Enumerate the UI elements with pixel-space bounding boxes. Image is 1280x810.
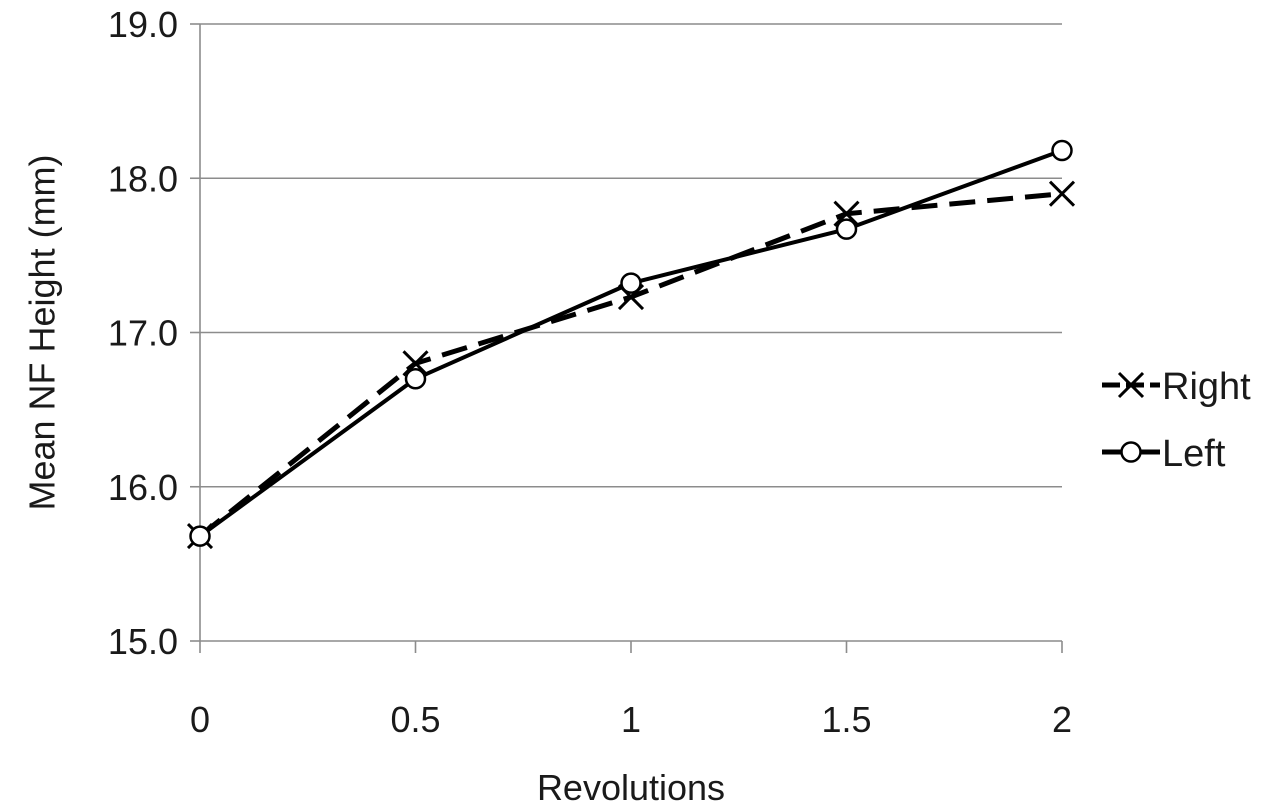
x-tick-label: 2 [1052, 699, 1072, 740]
legend-marker-right [1117, 371, 1145, 399]
data-point-left [620, 272, 642, 294]
y-tick-labels: 15.0 16.0 17.0 18.0 19.0 [108, 4, 178, 662]
x-tick-label: 1 [621, 699, 641, 740]
x-tick-label: 1.5 [821, 699, 871, 740]
legend-label-right: Right [1162, 366, 1251, 408]
x-tick-labels: 0 0.5 1 1.5 2 [190, 699, 1072, 740]
data-point-left [835, 218, 858, 240]
data-point-left [189, 525, 211, 547]
legend-entry-left: Left [1102, 433, 1226, 475]
data-point-right [833, 200, 860, 227]
data-point-right [402, 350, 429, 377]
series-line-left [198, 148, 1063, 538]
x-axis-title: Revolutions [537, 767, 725, 808]
gridlines [200, 23, 1062, 488]
series-line-right [198, 191, 1063, 539]
x-tick-label: 0 [190, 699, 210, 740]
x-tick-label: 0.5 [390, 699, 440, 740]
y-tick-label: 19.0 [108, 4, 178, 45]
y-tick-label: 18.0 [108, 158, 178, 199]
data-point-left [404, 368, 427, 390]
legend-label-left: Left [1162, 433, 1226, 475]
legend-marker-left [1120, 441, 1142, 463]
series-layer [186, 139, 1076, 550]
y-tick-label: 17.0 [108, 313, 178, 354]
data-point-right [1048, 180, 1076, 207]
y-axis-title: Mean NF Height (mm) [22, 154, 63, 510]
y-tick-label: 16.0 [108, 467, 178, 508]
legend: Right Left [1102, 366, 1251, 475]
y-tick-label: 15.0 [108, 621, 178, 662]
legend-entry-right: Right [1102, 366, 1251, 408]
data-point-left [1051, 139, 1073, 162]
axes [190, 23, 1063, 653]
